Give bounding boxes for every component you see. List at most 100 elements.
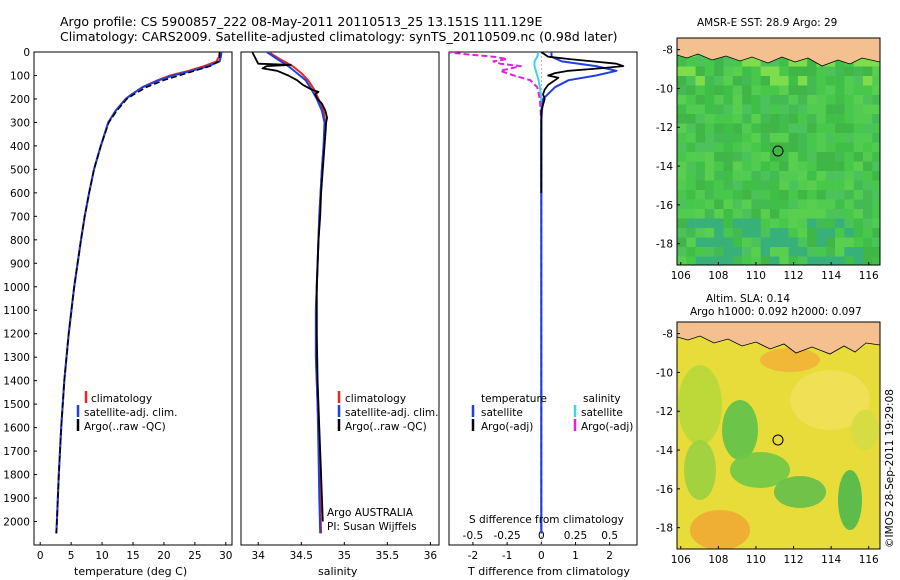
sst-cell xyxy=(723,180,734,191)
sst-cell xyxy=(844,142,854,153)
depth-tick-label: 900 xyxy=(10,258,30,270)
sst-cell xyxy=(686,209,696,219)
temperature-legend: climatology satellite-adj. clim. Argo(..… xyxy=(76,391,177,433)
sst-cell xyxy=(695,180,706,191)
temperature-xlabel: temperature (deg C) xyxy=(74,565,187,578)
sst-cell xyxy=(723,228,734,238)
sst-cell xyxy=(714,256,724,265)
legend-title-temperature: temperature xyxy=(481,393,547,405)
sst-cell xyxy=(714,76,724,86)
legend-label-climatology: climatology xyxy=(91,393,152,405)
sst-cell xyxy=(751,161,761,172)
sst-cell xyxy=(825,123,836,134)
sst-cell xyxy=(751,123,761,134)
sla-patch xyxy=(722,400,758,460)
sst-cell xyxy=(760,133,771,143)
sst-cell xyxy=(677,123,687,134)
lon-tick-label: 112 xyxy=(784,554,804,566)
sst-cell xyxy=(677,142,687,153)
sst-cell xyxy=(760,123,771,134)
sst-cell xyxy=(770,180,780,191)
sst-cell xyxy=(835,57,845,67)
sst-cell xyxy=(825,247,836,257)
sst-cell xyxy=(844,123,854,134)
lon-tick-label: 114 xyxy=(821,554,841,566)
sst-cell xyxy=(807,85,817,96)
sst-field xyxy=(677,38,880,265)
sst-cell xyxy=(714,114,724,124)
sst-cell xyxy=(760,114,771,124)
sst-cell xyxy=(779,180,789,191)
sst-cell xyxy=(760,218,771,229)
sst-cell xyxy=(677,256,687,265)
temperature-series xyxy=(55,52,223,534)
sst-cell xyxy=(760,190,771,200)
x-tick-label: 36 xyxy=(424,550,438,562)
sst-cell xyxy=(742,247,752,257)
sst-cell xyxy=(714,152,724,162)
sst-cell xyxy=(770,209,780,219)
sst-cell xyxy=(816,133,827,143)
sst-cell xyxy=(797,76,808,86)
sst-cell xyxy=(853,133,864,143)
sst-cell xyxy=(751,209,761,219)
sst-cell xyxy=(835,152,845,162)
sst-cell xyxy=(816,114,827,124)
sst-cell xyxy=(677,76,687,86)
sst-cell xyxy=(677,104,687,115)
sst-cell xyxy=(686,123,696,134)
s-diff-tick-label: -0.25 xyxy=(494,530,521,542)
x-tick-label: 0 xyxy=(538,550,545,562)
sst-map-axis-ticks: 106 108 110 112 114 116 -8 -10 -12 -14 -16 -18 xyxy=(656,45,879,282)
sst-cell xyxy=(714,237,724,248)
x-tick-label: 0 xyxy=(37,550,44,562)
sst-cell xyxy=(723,247,734,257)
sst-cell xyxy=(742,85,752,96)
sst-cell xyxy=(788,228,799,238)
sst-cell xyxy=(835,171,845,181)
depth-tick-label: 2000 xyxy=(3,517,30,529)
sst-cell xyxy=(714,190,724,200)
sst-cell xyxy=(742,228,752,238)
sst-cell xyxy=(723,190,734,200)
sst-cell xyxy=(732,133,743,143)
sst-cell xyxy=(732,114,743,124)
sst-cell xyxy=(714,104,724,115)
sst-cell xyxy=(872,95,880,105)
sst-cell xyxy=(742,190,752,200)
sst-cell xyxy=(751,95,761,105)
sst-cell xyxy=(797,85,808,96)
x-tick-label: 5 xyxy=(68,550,75,562)
sst-cell xyxy=(686,199,696,210)
sst-cell xyxy=(835,199,845,210)
sst-cell xyxy=(732,95,743,105)
sst-cell xyxy=(863,180,873,191)
sst-cell xyxy=(863,228,873,238)
lon-tick-label: 110 xyxy=(746,270,766,282)
sst-cell xyxy=(788,247,799,257)
sst-cell xyxy=(816,95,827,105)
sst-cell xyxy=(677,95,687,105)
sst-cell xyxy=(872,152,880,162)
sst-cell xyxy=(863,247,873,257)
sst-cell xyxy=(732,66,743,77)
sst-cell xyxy=(853,247,864,257)
sst-cell xyxy=(788,114,799,124)
sst-cell xyxy=(825,152,836,162)
sst-cell xyxy=(686,228,696,238)
t-difference-axis-ticks: -2 -1 0 1 2 xyxy=(468,542,613,562)
sst-cell xyxy=(788,218,799,229)
sst-cell xyxy=(704,66,715,77)
sst-cell xyxy=(872,104,880,115)
sst-cell xyxy=(723,123,734,134)
sst-cell xyxy=(844,85,854,96)
sst-cell xyxy=(770,123,780,134)
sst-cell xyxy=(835,133,845,143)
sst-cell xyxy=(695,133,706,143)
sst-cell xyxy=(853,256,864,265)
sst-cell xyxy=(844,247,854,257)
sst-cell xyxy=(779,199,789,210)
s-difference-xlabel: S difference from climatology xyxy=(469,514,624,526)
sst-cell xyxy=(714,228,724,238)
sst-cell xyxy=(825,104,836,115)
